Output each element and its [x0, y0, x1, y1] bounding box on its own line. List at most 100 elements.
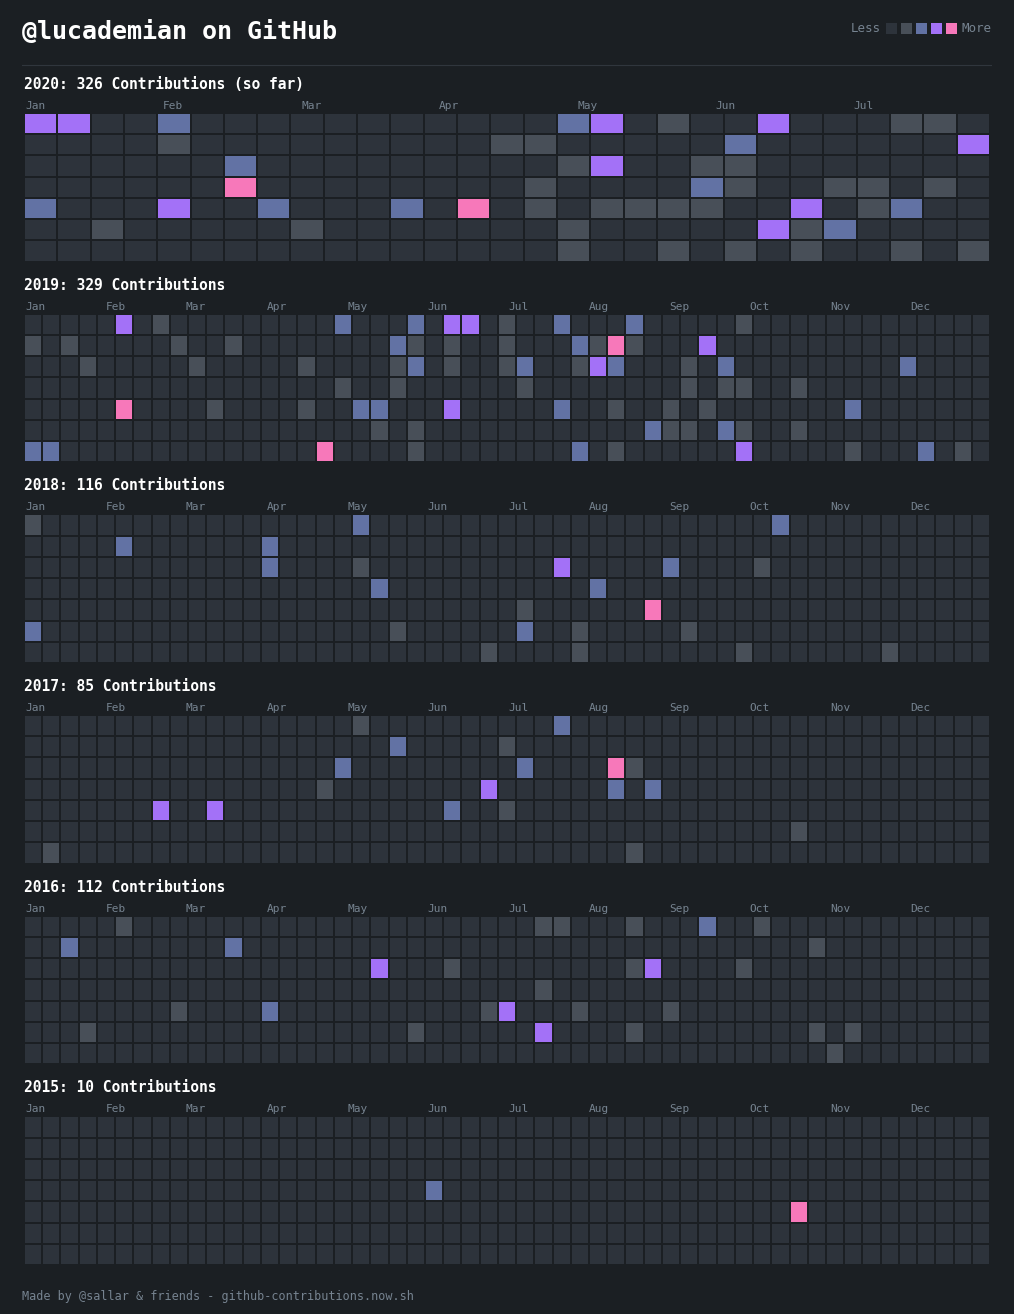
Bar: [846, 844, 862, 863]
Bar: [444, 622, 460, 641]
Bar: [645, 515, 661, 535]
Bar: [262, 378, 278, 398]
Bar: [262, 442, 278, 461]
Bar: [371, 1138, 387, 1158]
Bar: [25, 1001, 42, 1021]
Bar: [572, 1202, 588, 1222]
Bar: [663, 600, 679, 619]
Bar: [681, 314, 698, 334]
Bar: [881, 536, 897, 556]
Bar: [462, 643, 479, 662]
Bar: [462, 357, 479, 376]
Bar: [262, 917, 278, 936]
Bar: [899, 1160, 916, 1179]
Bar: [590, 336, 606, 355]
Bar: [535, 622, 552, 641]
Bar: [663, 1223, 679, 1243]
Bar: [189, 420, 205, 440]
Bar: [718, 844, 734, 863]
Bar: [972, 779, 989, 799]
Bar: [918, 1022, 934, 1042]
Bar: [243, 336, 260, 355]
Bar: [353, 600, 369, 619]
Bar: [773, 917, 789, 936]
Bar: [98, 1181, 115, 1200]
Bar: [152, 1001, 168, 1021]
Bar: [291, 177, 322, 197]
Bar: [62, 536, 78, 556]
Bar: [954, 536, 970, 556]
Bar: [645, 558, 661, 577]
Bar: [773, 1202, 789, 1222]
Bar: [225, 1223, 241, 1243]
Text: Mar: Mar: [186, 904, 206, 913]
Bar: [754, 1181, 771, 1200]
Bar: [44, 579, 60, 598]
Bar: [972, 314, 989, 334]
Bar: [298, 420, 314, 440]
Bar: [280, 357, 296, 376]
Bar: [481, 1244, 497, 1264]
Bar: [458, 156, 490, 176]
Bar: [353, 980, 369, 1000]
Bar: [827, 1045, 844, 1063]
Bar: [408, 758, 424, 778]
Bar: [663, 737, 679, 757]
Bar: [158, 242, 190, 260]
Bar: [972, 1138, 989, 1158]
Bar: [572, 314, 588, 334]
Bar: [572, 737, 588, 757]
Bar: [936, 1001, 952, 1021]
Bar: [957, 198, 989, 218]
Text: Oct: Oct: [749, 502, 770, 512]
Bar: [371, 622, 387, 641]
Bar: [44, 1181, 60, 1200]
Bar: [824, 177, 856, 197]
Bar: [91, 242, 123, 260]
Bar: [225, 420, 241, 440]
Bar: [591, 198, 623, 218]
Bar: [899, 558, 916, 577]
Bar: [225, 579, 241, 598]
Bar: [858, 114, 889, 133]
Bar: [408, 1138, 424, 1158]
Bar: [335, 1202, 351, 1222]
Bar: [936, 579, 952, 598]
Bar: [62, 1001, 78, 1021]
Bar: [280, 980, 296, 1000]
Bar: [371, 420, 387, 440]
Bar: [444, 1202, 460, 1222]
Bar: [899, 938, 916, 957]
Bar: [458, 242, 490, 260]
Bar: [335, 420, 351, 440]
Bar: [25, 221, 57, 239]
Bar: [189, 1045, 205, 1063]
Bar: [170, 515, 187, 535]
Bar: [80, 1181, 96, 1200]
Bar: [863, 1138, 879, 1158]
Bar: [827, 643, 844, 662]
Bar: [189, 536, 205, 556]
Bar: [408, 1160, 424, 1179]
Bar: [918, 314, 934, 334]
Bar: [316, 536, 333, 556]
Bar: [554, 1022, 570, 1042]
Bar: [408, 959, 424, 979]
Bar: [590, 357, 606, 376]
Bar: [954, 357, 970, 376]
Bar: [645, 802, 661, 820]
Bar: [353, 1181, 369, 1200]
Bar: [371, 1045, 387, 1063]
Bar: [170, 399, 187, 419]
Bar: [189, 1202, 205, 1222]
Bar: [899, 917, 916, 936]
Bar: [918, 844, 934, 863]
Bar: [846, 399, 862, 419]
Bar: [846, 938, 862, 957]
Bar: [462, 1223, 479, 1243]
Bar: [44, 802, 60, 820]
Bar: [681, 442, 698, 461]
Bar: [918, 1045, 934, 1063]
Bar: [135, 1022, 151, 1042]
Bar: [335, 314, 351, 334]
